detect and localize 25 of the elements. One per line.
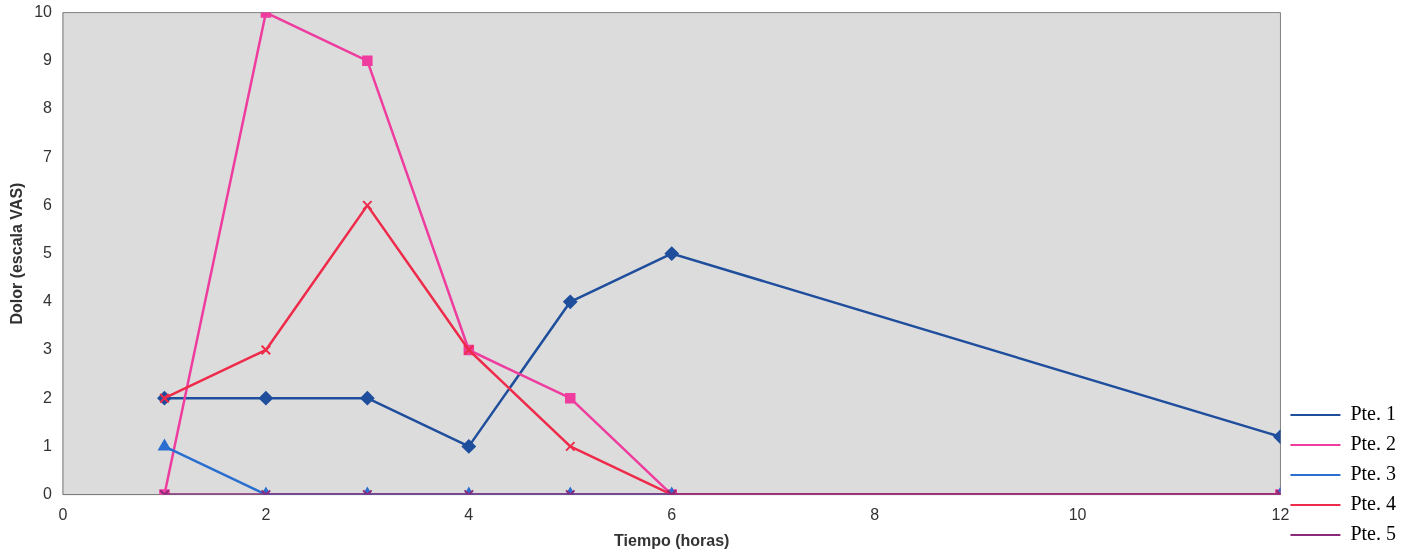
legend-label: Pte. 4: [1350, 492, 1397, 515]
x-tick-label: 8: [870, 505, 880, 523]
legend-label: Pte. 5: [1350, 522, 1397, 545]
y-tick-label: 2: [43, 388, 53, 406]
x-tick-label: 12: [1271, 505, 1290, 523]
x-tick-label: 4: [464, 505, 474, 523]
y-tick-label: 10: [34, 3, 53, 21]
y-tick-label: 9: [43, 51, 53, 69]
y-axis-title: Dolor (escala VAS): [8, 182, 26, 325]
x-tick-label: 6: [667, 505, 677, 523]
x-axis-title: Tiempo (horas): [614, 531, 730, 549]
legend-label: Pte. 1: [1350, 402, 1397, 425]
legend-label: Pte. 3: [1350, 462, 1397, 485]
y-tick-label: 0: [43, 485, 53, 503]
x-tick-label: 10: [1068, 505, 1087, 523]
y-tick-label: 5: [43, 244, 53, 262]
x-tick-label: 0: [58, 505, 68, 523]
y-tick-label: 4: [43, 292, 53, 310]
y-tick-label: 3: [43, 340, 53, 358]
x-tick-label: 2: [261, 505, 271, 523]
legend-label: Pte. 2: [1350, 432, 1397, 455]
y-tick-label: 8: [43, 99, 53, 117]
y-tick-label: 7: [43, 147, 53, 165]
y-tick-label: 1: [43, 436, 53, 454]
y-tick-label: 6: [43, 195, 53, 213]
